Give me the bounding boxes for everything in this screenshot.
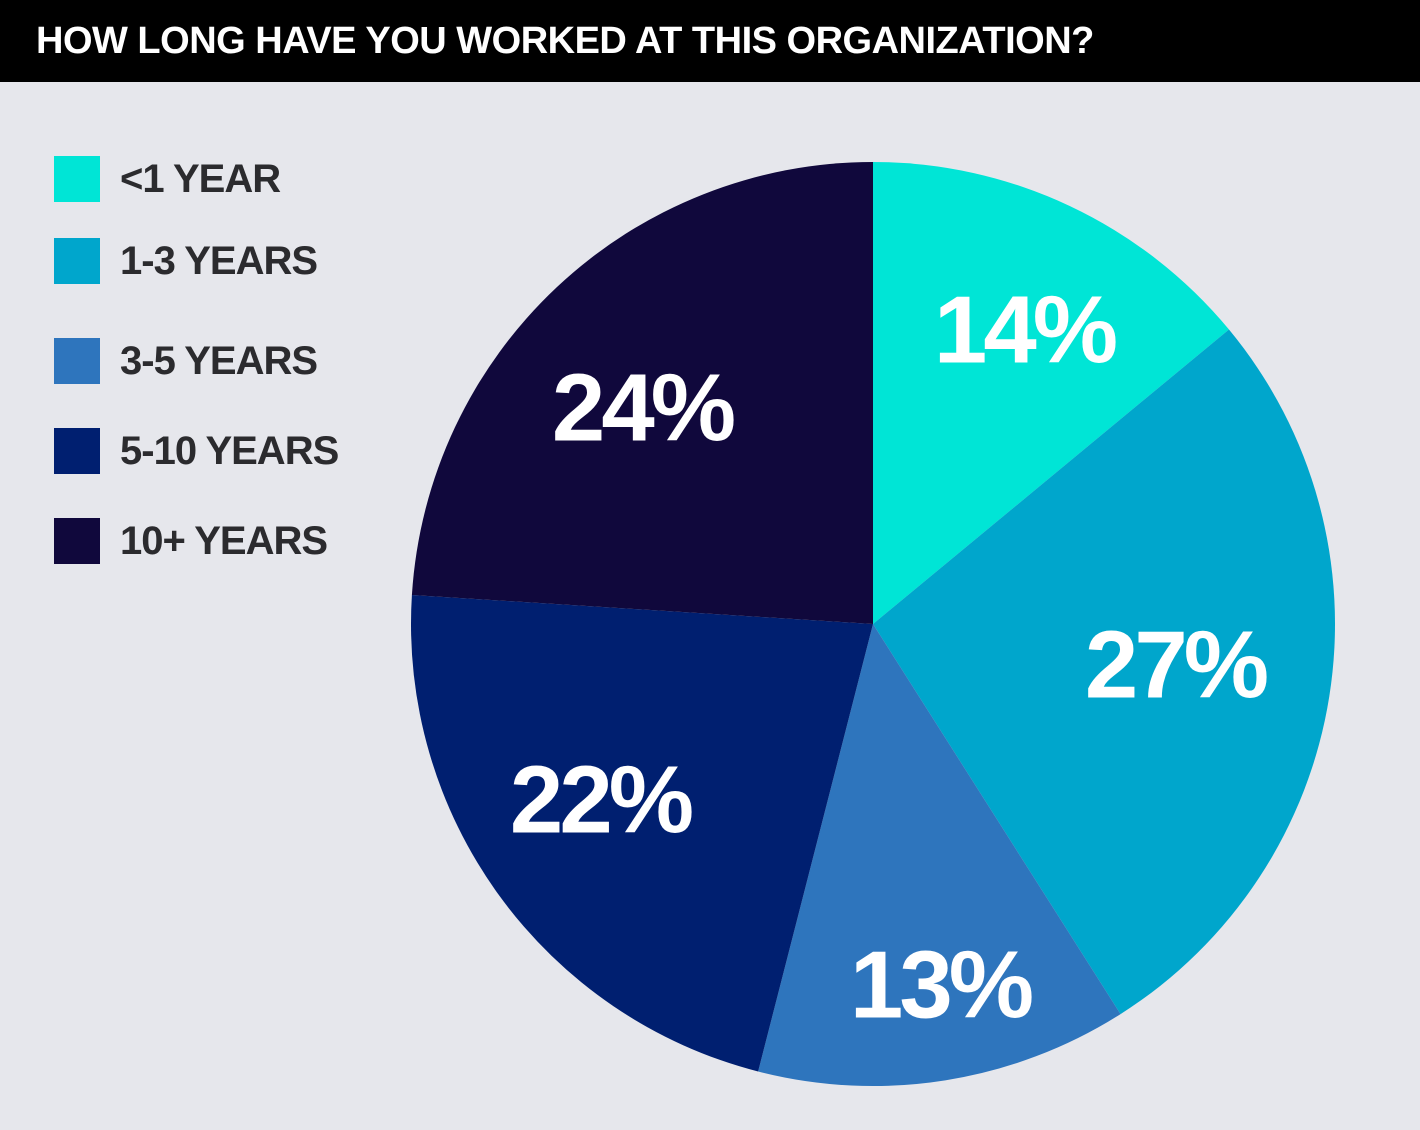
legend-item: <1 YEAR [54, 156, 281, 202]
slice-label: 14% [934, 277, 1116, 384]
chart-title: HOW LONG HAVE YOU WORKED AT THIS ORGANIZ… [36, 20, 1094, 62]
legend-label: 3-5 YEARS [120, 338, 318, 383]
legend-label: 10+ YEARS [120, 518, 328, 563]
slice-label: 22% [510, 747, 692, 854]
legend-label: <1 YEAR [120, 156, 281, 201]
pie-slice [758, 624, 1121, 1087]
pie-slice [410, 594, 873, 1072]
legend-label: 5-10 YEARS [120, 428, 339, 473]
legend-item: 1-3 YEARS [54, 238, 318, 284]
legend-swatch [54, 238, 100, 284]
legend-swatch [54, 156, 100, 202]
legend-swatch [54, 518, 100, 564]
legend-item: 5-10 YEARS [54, 428, 339, 474]
pie-slice [411, 162, 873, 624]
legend-item: 3-5 YEARS [54, 338, 318, 384]
pie-slice [873, 329, 1336, 1015]
slice-label: 24% [552, 355, 734, 462]
title-bar: HOW LONG HAVE YOU WORKED AT THIS ORGANIZ… [0, 0, 1420, 82]
legend-swatch [54, 428, 100, 474]
slice-label: 13% [850, 932, 1032, 1039]
legend-label: 1-3 YEARS [120, 238, 318, 283]
slice-label: 27% [1085, 612, 1267, 719]
legend-swatch [54, 338, 100, 384]
legend-item: 10+ YEARS [54, 518, 328, 564]
pie-slice [873, 162, 1229, 624]
